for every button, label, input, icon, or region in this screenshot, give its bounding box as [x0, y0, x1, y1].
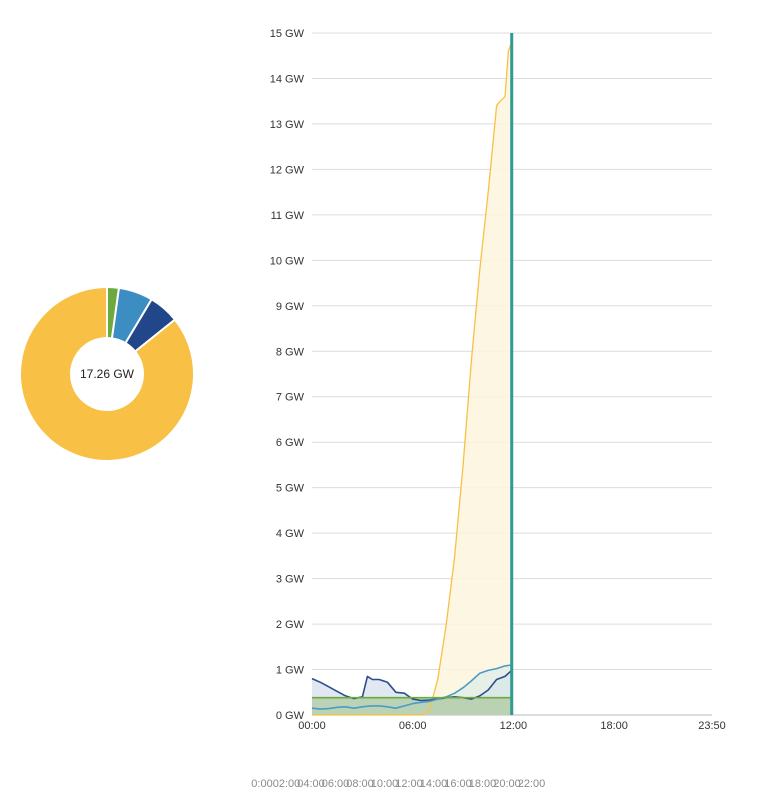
x-tick-label: 23:50 [698, 720, 726, 732]
line-wind [311, 669, 513, 702]
area-solar [312, 42, 512, 716]
series-areas [312, 42, 512, 716]
overview-tick-label[interactable]: 02:00 [273, 778, 301, 790]
overview-tick-label[interactable]: 08:00 [346, 778, 374, 790]
overview-tick-label[interactable]: 0:00 [251, 778, 272, 790]
area-biomass [312, 697, 512, 715]
overview-tick-label[interactable]: 04:00 [297, 778, 325, 790]
y-tick-label: 1 GW [276, 665, 305, 677]
overview-tick-label[interactable]: 20:00 [493, 778, 521, 790]
overview-tick-label[interactable]: 18:00 [469, 778, 497, 790]
donut-hole [71, 338, 143, 410]
y-tick-label: 10 GW [270, 255, 305, 267]
x-tick-label: 00:00 [298, 720, 326, 732]
y-tick-label: 6 GW [276, 437, 305, 449]
x-tick-label: 12:00 [500, 720, 528, 732]
y-tick-label: 5 GW [276, 483, 305, 495]
y-tick-label: 4 GW [276, 528, 305, 540]
y-tick-label: 12 GW [270, 164, 305, 176]
y-tick-label: 7 GW [276, 392, 305, 404]
donut-center-label: 17.26 GW [80, 367, 135, 381]
overview-tick-label[interactable]: 14:00 [420, 778, 448, 790]
y-tick-label: 9 GW [276, 301, 305, 313]
overview-tick-label[interactable]: 10:00 [371, 778, 399, 790]
y-tick-label: 15 GW [270, 28, 305, 40]
y-tick-label: 11 GW [271, 210, 305, 222]
y-tick-label: 0 GW [276, 710, 305, 722]
overview-tick-label[interactable]: 12:00 [395, 778, 423, 790]
overview-tick-label[interactable]: 16:00 [444, 778, 472, 790]
y-tick-label: 14 GW [270, 73, 305, 85]
line-hydro [311, 664, 512, 710]
y-tick-label: 2 GW [276, 619, 305, 631]
series-lines [311, 41, 513, 716]
y-tick-label: 13 GW [270, 119, 305, 131]
x-tick-label: 18:00 [600, 720, 628, 732]
x-axis: 00:00 06:00 12:00 18:00 23:50 [298, 720, 726, 732]
y-tick-label: 8 GW [276, 346, 305, 358]
overview-tick-label[interactable]: 22:00 [518, 778, 546, 790]
overview-axis[interactable]: 0:00 02:0004:0006:0008:0010:0012:0014:001… [251, 778, 545, 790]
y-tick-label: 3 GW [276, 574, 305, 586]
x-tick-label: 06:00 [399, 720, 427, 732]
y-axis: 0 GW 1 GW 2 GW 3 GW 4 GW 5 GW 6 GW 7 GW 8 GW 9 GW… [270, 28, 305, 722]
overview-tick-label[interactable]: 06:00 [322, 778, 350, 790]
